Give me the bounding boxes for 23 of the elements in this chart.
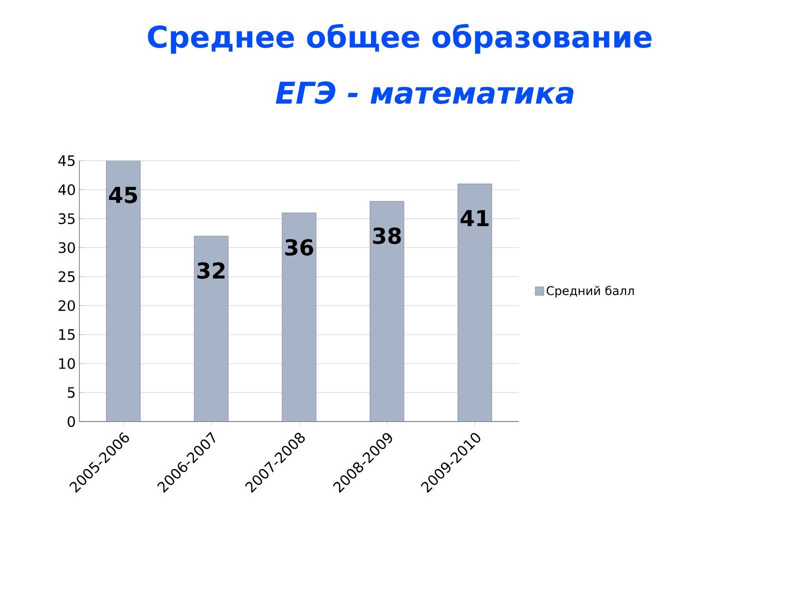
data-label: 36 bbox=[285, 239, 314, 256]
y-tick-label: 30 bbox=[58, 242, 75, 254]
y-tick-label: 10 bbox=[59, 358, 75, 369]
y-tick-label: 25 bbox=[58, 271, 75, 282]
bar bbox=[194, 236, 228, 422]
bar bbox=[370, 201, 404, 422]
bar bbox=[282, 212, 316, 422]
y-tick-label: 20 bbox=[58, 300, 75, 311]
y-tick-label: 40 bbox=[58, 184, 75, 196]
chart-subtitle: ЕГЭ - математика bbox=[276, 81, 574, 104]
y-tick-label: 0 bbox=[68, 416, 75, 427]
y-tick-label: 15 bbox=[59, 329, 75, 340]
bar bbox=[106, 160, 141, 422]
data-label: 38 bbox=[373, 227, 401, 244]
y-tick-label: 5 bbox=[68, 387, 75, 398]
chart-title: Среднее общее образование bbox=[148, 24, 652, 54]
data-label: 41 bbox=[460, 210, 489, 226]
bar bbox=[458, 184, 492, 422]
data-label: 32 bbox=[197, 262, 225, 279]
y-tick-label: 45 bbox=[58, 155, 75, 166]
data-label: 45 bbox=[109, 186, 138, 204]
y-tick-label: 35 bbox=[58, 213, 75, 224]
legend-label: Средний балл bbox=[546, 286, 634, 298]
